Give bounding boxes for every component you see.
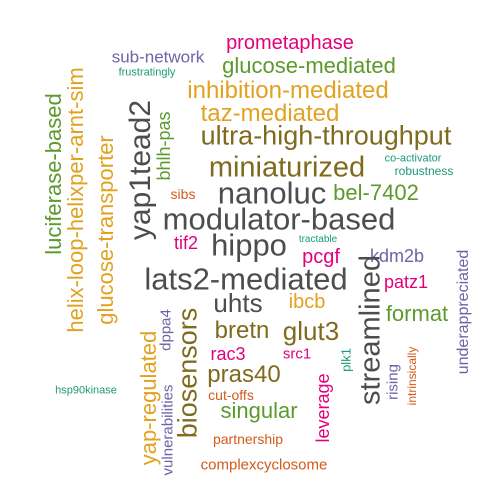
word-luciferase-based: luciferase-based — [41, 93, 66, 255]
word-underappreciated: underappreciated — [455, 249, 472, 375]
word-inhibition-mediated: inhibition-mediated — [187, 77, 389, 104]
word-sub-network: sub-network — [111, 47, 205, 67]
word-cut-offs: cut-offs — [208, 387, 254, 403]
word-taz-mediated: taz-mediated — [200, 100, 340, 127]
word-tractable: tractable — [298, 234, 338, 245]
word-frustratingly: frustratingly — [118, 66, 176, 79]
word-lats2-mediated: lats2-mediated — [144, 261, 348, 297]
word-nanoluc: nanoluc — [217, 175, 327, 211]
word-intrinsically: intrinsically — [405, 346, 419, 406]
word-glut3: glut3 — [282, 316, 340, 346]
word-modulator-based: modulator-based — [162, 201, 396, 237]
word-uhts: uhts — [213, 288, 263, 318]
word-biosensors: biosensors — [172, 307, 203, 439]
word-bel-7402: bel-7402 — [333, 180, 419, 205]
word-robustness: robustness — [394, 164, 454, 178]
word-partnership: partnership — [212, 431, 284, 447]
word-yap1tead2: yap1tead2 — [124, 99, 157, 241]
word-streamlined: streamlined — [354, 255, 387, 405]
word-src1: src1 — [282, 345, 312, 363]
word-bhlh-pas: bhlh-pas — [154, 111, 174, 181]
word-ibcb: ibcb — [288, 291, 326, 313]
word-glucose-transporter: glucose-transporter — [93, 135, 118, 325]
word-glucose-mediated: glucose-mediated — [222, 53, 396, 78]
word-yap-regulated: yap-regulated — [136, 330, 161, 466]
word-prometaphase: prometaphase — [226, 32, 354, 54]
word-co-activator: co-activator — [384, 152, 442, 165]
word-hippo: hippo — [211, 227, 287, 263]
word-rising: rising — [384, 364, 402, 400]
word-singular: singular — [220, 398, 298, 423]
word-ultra-high-throughput: ultra-high-throughput — [200, 120, 452, 151]
word-patz1: patz1 — [383, 272, 429, 292]
word-complexcyclosome: complexcyclosome — [200, 456, 328, 474]
word-plk1: plk1 — [338, 348, 354, 372]
word-miniaturized: miniaturized — [208, 151, 366, 184]
word-sibs: sibs — [170, 186, 196, 202]
word-pras40: pras40 — [207, 361, 281, 388]
word-helix-loop-helixper-arnt-sim: helix-loop-helixper-arnt-sim — [63, 67, 88, 333]
word-rac3: rac3 — [210, 344, 246, 364]
word-leverage: leverage — [313, 373, 333, 443]
word-format: format — [385, 301, 449, 326]
word-vulnerabilities: vulnerabilities — [159, 384, 177, 476]
word-kdm2b: kdm2b — [369, 246, 425, 266]
word-pcgf: pcgf — [302, 246, 340, 268]
word-tif2: tif2 — [173, 233, 199, 253]
word-hsp90kinase: hsp90kinase — [55, 384, 117, 397]
word-bretn: bretn — [214, 317, 270, 344]
